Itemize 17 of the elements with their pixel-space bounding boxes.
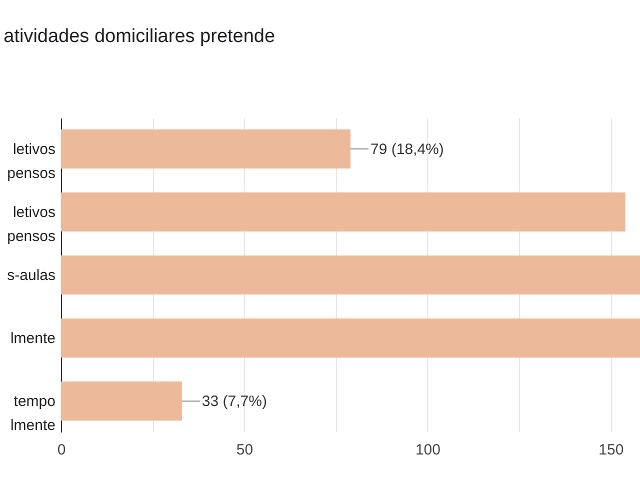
y-tick-label: s-aulas: [7, 267, 56, 284]
x-tick-label: 0: [57, 442, 66, 458]
x-tick-label: 50: [236, 442, 254, 458]
bar: [61, 382, 182, 421]
data-label: 79 (18,4%): [370, 140, 444, 158]
y-tick-label: letivos pensos: [7, 140, 56, 182]
y-tick-label: tempo lmente: [10, 393, 56, 434]
bar: [61, 318, 640, 358]
x-tick-label: 150: [598, 442, 624, 458]
data-label: 33 (7,7%): [202, 393, 267, 410]
bar: [61, 129, 350, 168]
chart-title: atividades domiciliares pretende: [4, 26, 276, 47]
x-tick-label: 100: [415, 442, 440, 458]
bar: [61, 192, 626, 232]
y-tick-label: lmente: [10, 330, 56, 348]
bar: [61, 255, 640, 295]
y-tick-label: letivos pensos: [7, 204, 56, 245]
